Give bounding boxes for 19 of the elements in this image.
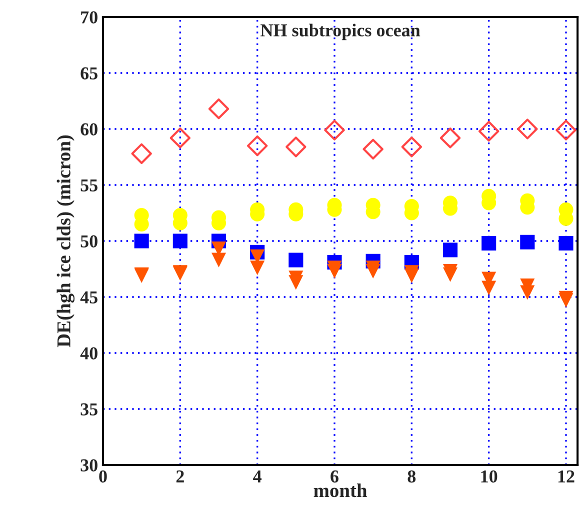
y-tick-label: 40 [80, 347, 98, 360]
x-tick-label: 10 [481, 470, 498, 483]
x-tick-label: 2 [176, 470, 184, 482]
y-tick-label: 55 [80, 179, 98, 192]
y-tick-label: 60 [80, 123, 98, 136]
y-axis-title: DE(hgh ice clds) (micron) [56, 135, 75, 348]
y-tick-label: 50 [80, 235, 98, 248]
x-tick-label: 4 [253, 470, 262, 482]
x-tick-label: 6 [330, 470, 338, 483]
x-tick-label: 12 [558, 470, 574, 482]
y-tick-label: 30 [80, 459, 98, 472]
y-tick-label: 35 [80, 403, 98, 416]
y-tick-label: 45 [80, 291, 98, 304]
y-tick-label: 65 [80, 67, 98, 80]
x-tick-label: 0 [99, 470, 107, 483]
x-tick-label: 8 [408, 470, 416, 483]
chart-title: NH subtropics ocean [260, 24, 420, 40]
x-axis-title: month [314, 483, 368, 498]
y-tick-label: 70 [81, 11, 98, 24]
